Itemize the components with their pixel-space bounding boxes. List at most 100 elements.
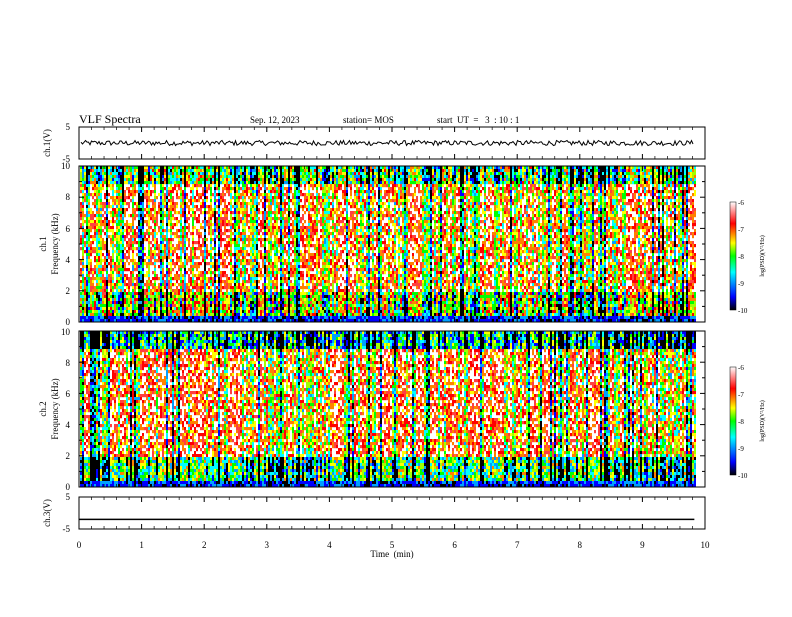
- spectrogram-cell: [280, 175, 282, 178]
- spectrogram-cell: [174, 283, 176, 286]
- spectrogram-cell: [286, 292, 288, 295]
- spectrogram-cell: [256, 226, 258, 229]
- spectrogram-cell: [184, 214, 186, 217]
- spectrogram-cell: [184, 196, 186, 199]
- spectrogram-cell: [158, 259, 160, 262]
- spectrogram-cell: [246, 169, 248, 172]
- spectrogram-cell: [98, 220, 100, 223]
- spectrogram-cell: [216, 301, 218, 304]
- date-label: Sep. 12, 2023: [250, 115, 300, 125]
- spectrogram-cell: [208, 295, 210, 298]
- spectrogram-cell: [98, 313, 100, 316]
- spectrogram-cell: [294, 250, 296, 253]
- spectrogram-cell: [152, 220, 154, 223]
- spectrogram-cell: [258, 250, 260, 253]
- spectrogram-cell: [144, 193, 146, 196]
- spectrogram-cell: [252, 238, 254, 241]
- spectrogram-cell: [164, 310, 166, 313]
- spectrogram-cell: [288, 313, 290, 316]
- spectrogram-cell: [110, 214, 112, 217]
- spectrogram-cell: [172, 169, 174, 172]
- spectrogram-cell: [150, 208, 152, 211]
- spectrogram-cell: [302, 208, 304, 211]
- spectrogram-cell: [188, 184, 190, 187]
- spectrogram-cell: [86, 232, 88, 235]
- spectrogram-cell: [142, 217, 144, 220]
- spectrogram-cell: [168, 208, 170, 211]
- spectrogram-cell: [238, 301, 240, 304]
- spectrogram-cell: [214, 250, 216, 253]
- spectrogram-cell: [208, 232, 210, 235]
- spectrogram-cell: [84, 235, 86, 238]
- spectrogram-cell: [298, 181, 300, 184]
- spectrogram-cell: [116, 214, 118, 217]
- spectrogram-cell: [172, 283, 174, 286]
- spectrogram-cell: [272, 301, 274, 304]
- spectrogram-cell: [274, 187, 276, 190]
- spectrogram-cell: [140, 244, 142, 247]
- spectrogram-cell: [154, 316, 156, 319]
- spectrogram-cell: [202, 289, 204, 292]
- spectrogram-cell: [156, 223, 158, 226]
- spectrogram-cell: [264, 307, 266, 310]
- spectrogram-cell: [176, 223, 178, 226]
- spectrogram-cell: [82, 172, 84, 175]
- spectrogram-cell: [126, 226, 128, 229]
- spectrogram-cell: [148, 184, 150, 187]
- spectrogram-cell: [138, 259, 140, 262]
- spectrogram-cell: [82, 181, 84, 184]
- spectrogram-cell: [80, 268, 82, 271]
- spectrogram-cell: [228, 175, 230, 178]
- spectrogram-cell: [298, 187, 300, 190]
- spectrogram-cell: [128, 310, 130, 313]
- spectrogram-cell: [256, 292, 258, 295]
- spectrogram-cell: [208, 307, 210, 310]
- spectrogram-cell: [112, 175, 114, 178]
- spectrogram-cell: [256, 277, 258, 280]
- spectrogram-cell: [246, 220, 248, 223]
- spectrogram-cell: [288, 202, 290, 205]
- spectrogram-cell: [302, 181, 304, 184]
- spectrogram-cell: [298, 226, 300, 229]
- spectrogram-cell: [214, 211, 216, 214]
- spectrogram-cell: [214, 280, 216, 283]
- spectrogram-cell: [100, 286, 102, 289]
- spectrogram-cell: [248, 214, 250, 217]
- spectrogram-cell: [146, 295, 148, 298]
- spectrogram-cell: [116, 307, 118, 310]
- spectrogram-cell: [196, 268, 198, 271]
- spectrogram-cell: [180, 196, 182, 199]
- spectrogram-cell: [216, 307, 218, 310]
- spectrogram-cell: [214, 256, 216, 259]
- spectrogram-cell: [162, 241, 164, 244]
- spectrogram-cell: [172, 313, 174, 316]
- spectrogram-cell: [258, 307, 260, 310]
- spectrogram-cell: [296, 181, 298, 184]
- spectrogram-cell: [106, 211, 108, 214]
- spectrogram-cell: [204, 172, 206, 175]
- spectrogram-cell: [132, 190, 134, 193]
- spectrogram-cell: [146, 202, 148, 205]
- spectrogram-cell: [132, 292, 134, 295]
- spectrogram-cell: [162, 238, 164, 241]
- spectrogram-cell: [240, 310, 242, 313]
- spectrogram-cell: [80, 271, 82, 274]
- spectrogram-cell: [224, 259, 226, 262]
- spectrogram-cell: [250, 187, 252, 190]
- spectrogram-cell: [112, 229, 114, 232]
- spectrogram-cell: [100, 190, 102, 193]
- spectrogram-cell: [162, 235, 164, 238]
- spectrogram-cell: [294, 301, 296, 304]
- spectrogram-cell: [178, 265, 180, 268]
- spectrogram-cell: [252, 199, 254, 202]
- spectrogram-cell: [210, 181, 212, 184]
- spectrogram-cell: [148, 172, 150, 175]
- spectrogram-cell: [182, 295, 184, 298]
- spectrogram-cell: [184, 262, 186, 265]
- spectrogram-cell: [122, 310, 124, 313]
- spectrogram-cell: [296, 313, 298, 316]
- spectrogram-cell: [118, 223, 120, 226]
- spectrogram-cell: [150, 217, 152, 220]
- spectrogram-cell: [192, 253, 194, 256]
- spectrogram-cell: [242, 316, 244, 319]
